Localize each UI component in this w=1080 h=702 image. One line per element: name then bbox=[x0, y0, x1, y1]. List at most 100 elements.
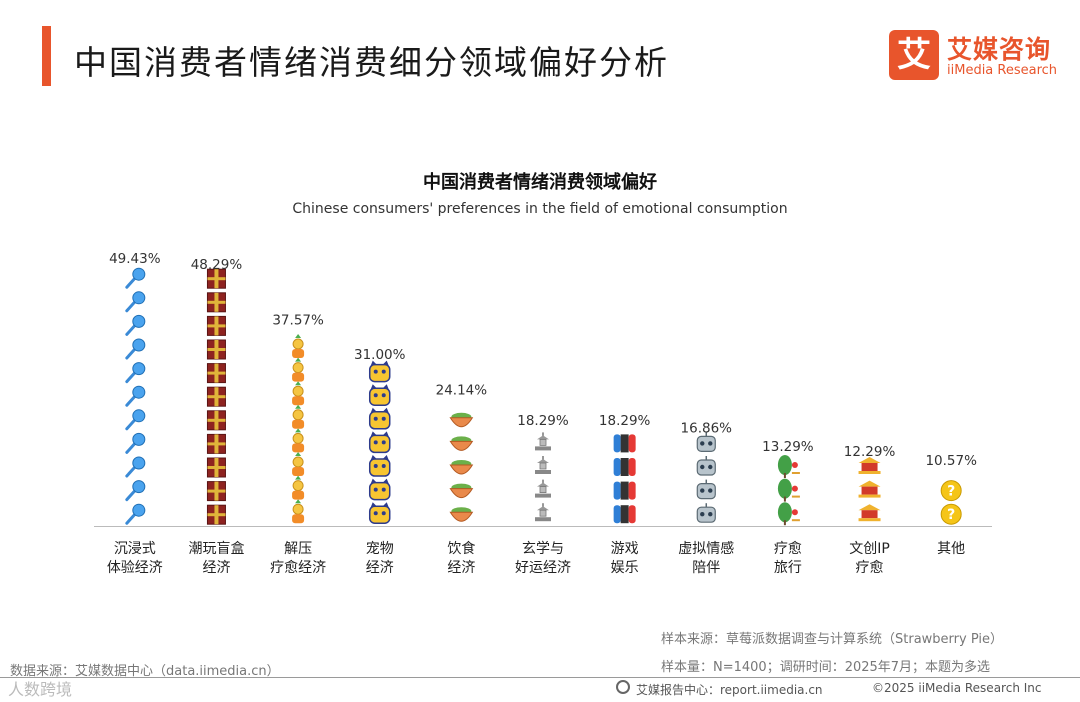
watermark: 人数跨境 bbox=[8, 680, 73, 699]
page-title: 中国消费者情绪消费细分领域偏好分析 bbox=[74, 43, 669, 82]
chart-bar-1 bbox=[125, 267, 146, 525]
gift-box-icon bbox=[206, 481, 226, 502]
pagoda-icon bbox=[535, 432, 551, 451]
logo-mark-icon: 艾 bbox=[889, 30, 939, 80]
logo-name-en: iiMedia Research bbox=[947, 63, 1058, 78]
chart-bar-5 bbox=[449, 412, 474, 522]
microphone-icon bbox=[125, 362, 146, 384]
question-coin-icon: ? bbox=[940, 480, 962, 502]
data-label-7: 18.29% bbox=[599, 413, 651, 429]
pagoda-icon bbox=[535, 503, 551, 522]
data-label-5: 24.14% bbox=[436, 382, 488, 398]
svg-text:?: ? bbox=[947, 484, 955, 500]
chart-bar-3 bbox=[292, 334, 305, 524]
category-label-7-line-1: 游戏 bbox=[611, 541, 639, 557]
microphone-icon bbox=[125, 432, 146, 454]
data-label-11: 10.57% bbox=[925, 453, 977, 469]
chart-bar-2 bbox=[206, 268, 226, 525]
microphone-icon bbox=[125, 291, 146, 313]
sample-source-note: 样本来源：草莓派数据调查与计算系统（Strawberry Pie） bbox=[661, 632, 1003, 647]
palace-icon bbox=[858, 504, 881, 522]
pagoda-icon bbox=[535, 479, 551, 498]
pet-cat-icon bbox=[368, 384, 391, 406]
gift-box-icon bbox=[206, 315, 226, 336]
pet-cat-icon bbox=[368, 407, 391, 430]
chart-bar-7 bbox=[613, 434, 636, 524]
category-label-1-line-2: 体验经济 bbox=[107, 560, 163, 576]
gift-box-icon bbox=[206, 363, 226, 384]
pet-cat-icon bbox=[368, 455, 391, 477]
microphone-icon bbox=[125, 338, 146, 360]
report-center-link[interactable]: 艾媒报告中心：report.iimedia.cn bbox=[636, 683, 823, 697]
category-label-6-line-2: 好运经济 bbox=[515, 560, 571, 576]
title-accent-bar bbox=[42, 26, 51, 86]
figurine-icon bbox=[292, 475, 305, 500]
category-label-1-line-1: 沉浸式 bbox=[114, 541, 156, 557]
gift-box-icon bbox=[206, 339, 226, 360]
microphone-icon bbox=[125, 267, 146, 289]
game-console-icon bbox=[613, 505, 636, 524]
gift-box-icon bbox=[206, 292, 226, 313]
food-bowl-icon bbox=[449, 507, 474, 522]
data-label-2: 48.29% bbox=[191, 257, 243, 273]
category-label-9-line-2: 旅行 bbox=[774, 560, 802, 576]
question-coin-icon: ? bbox=[940, 503, 962, 525]
chart-bar-6 bbox=[535, 432, 551, 522]
palace-icon bbox=[858, 457, 881, 474]
microphone-icon bbox=[125, 503, 146, 525]
data-label-8: 16.86% bbox=[681, 420, 733, 436]
figurine-icon bbox=[292, 428, 305, 453]
robot-icon bbox=[696, 456, 716, 476]
data-label-4: 31.00% bbox=[354, 347, 406, 363]
food-bowl-icon bbox=[449, 483, 474, 499]
brand-logo[interactable]: 艾 艾媒咨询 iiMedia Research bbox=[889, 30, 1061, 84]
category-label-7-line-2: 娱乐 bbox=[611, 560, 639, 576]
category-label-4-line-2: 经济 bbox=[366, 560, 394, 576]
tree-pin-icon bbox=[777, 502, 800, 526]
microphone-icon bbox=[125, 314, 146, 336]
gift-box-icon bbox=[206, 268, 226, 289]
gift-box-icon bbox=[206, 457, 226, 478]
chart-title: 中国消费者情绪消费领域偏好 bbox=[423, 172, 657, 193]
game-console-icon bbox=[613, 434, 636, 453]
category-label-3-line-1: 解压 bbox=[284, 541, 312, 557]
footer-divider bbox=[0, 677, 1080, 678]
category-label-4-line-1: 宠物 bbox=[366, 541, 394, 557]
gift-box-icon bbox=[206, 504, 226, 525]
category-label-8-line-1: 虚拟情感 bbox=[678, 540, 734, 557]
figurine-icon bbox=[292, 404, 305, 429]
palace-icon bbox=[858, 480, 881, 498]
globe-icon bbox=[616, 680, 630, 694]
data-label-6: 18.29% bbox=[517, 413, 569, 429]
category-label-2-line-1: 潮玩盲盒 bbox=[188, 540, 244, 557]
data-label-1: 49.43% bbox=[109, 251, 161, 267]
figurine-icon bbox=[292, 452, 305, 476]
pet-cat-icon bbox=[368, 502, 391, 524]
chart-bar-10 bbox=[858, 457, 881, 522]
category-label-11-line-1: 其他 bbox=[937, 541, 965, 557]
category-label-10-line-2: 疗愈 bbox=[856, 560, 884, 576]
data-label-3: 37.57% bbox=[272, 313, 324, 329]
data-source-note: 数据来源：艾媒数据中心（data.iimedia.cn） bbox=[10, 664, 280, 679]
category-label-5-line-2: 经济 bbox=[447, 560, 475, 576]
tree-pin-icon bbox=[777, 455, 800, 478]
svg-text:?: ? bbox=[947, 507, 955, 523]
gift-box-icon bbox=[206, 433, 226, 454]
category-label-9-line-1: 疗愈 bbox=[774, 541, 802, 557]
food-bowl-icon bbox=[449, 460, 474, 475]
robot-icon bbox=[696, 432, 716, 452]
tree-pin-icon bbox=[777, 478, 800, 502]
chart-subtitle: Chinese consumers' preferences in the fi… bbox=[292, 201, 788, 217]
chart-bar-11: ?? bbox=[940, 480, 962, 525]
category-label-3-line-2: 疗愈经济 bbox=[270, 560, 326, 576]
microphone-icon bbox=[125, 409, 146, 431]
robot-icon bbox=[696, 479, 716, 500]
food-bowl-icon bbox=[449, 412, 474, 428]
pet-cat-icon bbox=[368, 478, 391, 501]
figurine-icon bbox=[292, 499, 305, 524]
category-label-6-line-1: 玄学与 bbox=[522, 540, 564, 557]
chart-bar-9 bbox=[777, 455, 800, 526]
microphone-icon bbox=[125, 480, 146, 502]
gift-box-icon bbox=[206, 386, 226, 407]
